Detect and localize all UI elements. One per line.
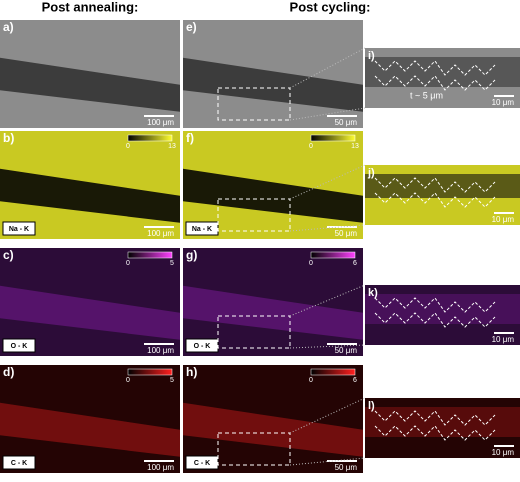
scale-label: 10 μm — [492, 335, 515, 344]
zoom-box — [217, 432, 291, 466]
micrograph-band — [0, 168, 180, 223]
micrograph-band — [365, 57, 520, 87]
zoom-line — [289, 344, 366, 349]
element-label: O - K — [194, 343, 211, 350]
scale-label: 100 μm — [147, 346, 174, 355]
micrograph-band — [183, 57, 363, 112]
colorbar — [127, 251, 173, 259]
scale-label: 10 μm — [492, 448, 515, 457]
scale-label: 50 μm — [335, 229, 358, 238]
panel-label: b) — [3, 131, 14, 145]
colorbar — [127, 134, 173, 142]
zoom-line — [289, 457, 366, 466]
zoom-line — [289, 107, 366, 121]
colorbar — [310, 134, 356, 142]
micrograph-band — [183, 402, 363, 457]
panel-label: e) — [186, 20, 197, 34]
micrograph-band — [0, 57, 180, 112]
element-box — [2, 221, 36, 236]
colorbar — [310, 368, 356, 376]
micrograph-band — [183, 168, 363, 223]
colorbar-max: 6 — [353, 377, 357, 384]
panel-label: k) — [368, 287, 378, 299]
column-header: Post annealing: — [42, 0, 139, 14]
micrograph-band — [365, 407, 520, 437]
colorbar-max: 13 — [168, 143, 176, 150]
panel-label: d) — [3, 365, 14, 379]
panel-label: l) — [368, 400, 375, 412]
annotation: t ~ 5 μm — [410, 90, 443, 100]
colorbar-max: 13 — [351, 143, 359, 150]
colorbar-max: 5 — [170, 260, 174, 267]
micrograph-band — [365, 294, 520, 324]
colorbar-min: 0 — [126, 143, 130, 150]
scale-label: 100 μm — [147, 463, 174, 472]
scale-label: 100 μm — [147, 118, 174, 127]
colorbar-min: 0 — [126, 377, 130, 384]
zoom-box — [217, 87, 291, 121]
element-label: O - K — [11, 343, 28, 350]
scale-label: 50 μm — [335, 118, 358, 127]
scale-label: 10 μm — [492, 98, 515, 107]
element-label: Na - K — [192, 226, 212, 233]
panel-label: c) — [3, 248, 14, 262]
micrograph-band — [0, 402, 180, 457]
colorbar-min: 0 — [309, 260, 313, 267]
scale-label: 100 μm — [147, 229, 174, 238]
panel-label: f) — [186, 131, 194, 145]
panel-label: h) — [186, 365, 197, 379]
scale-label: 50 μm — [335, 346, 358, 355]
element-box — [2, 455, 36, 470]
element-box — [2, 338, 36, 353]
zoom-box — [217, 315, 291, 349]
colorbar-min: 0 — [309, 143, 313, 150]
zoom-line — [289, 47, 366, 89]
colorbar-max: 5 — [170, 377, 174, 384]
colorbar-max: 6 — [353, 260, 357, 267]
panel-label: a) — [3, 20, 14, 34]
colorbar — [127, 368, 173, 376]
scale-label: 10 μm — [492, 215, 515, 224]
element-label: C - K — [11, 460, 27, 467]
element-label: Na - K — [9, 226, 29, 233]
colorbar — [310, 251, 356, 259]
zoom-line — [289, 224, 366, 232]
micrograph-band — [365, 198, 520, 225]
column-header: Post cycling: — [290, 0, 371, 14]
panel-label: i) — [368, 50, 375, 62]
element-label: C - K — [194, 460, 210, 467]
colorbar-min: 0 — [309, 377, 313, 384]
panel-label: j) — [367, 167, 375, 179]
micrograph-band — [183, 285, 363, 340]
scale-label: 50 μm — [335, 463, 358, 472]
zoom-box — [217, 198, 291, 232]
micrograph-band — [0, 285, 180, 340]
panel-label: g) — [186, 248, 197, 262]
colorbar-min: 0 — [126, 260, 130, 267]
